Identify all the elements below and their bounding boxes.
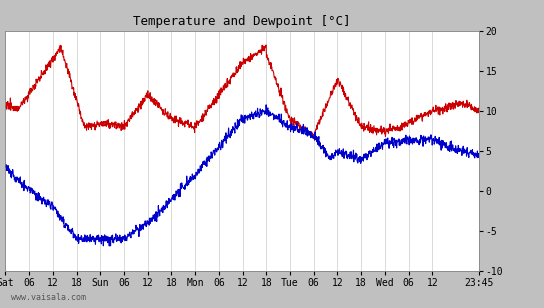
Title: Temperature and Dewpoint [°C]: Temperature and Dewpoint [°C] <box>133 15 351 28</box>
Text: www.vaisala.com: www.vaisala.com <box>11 293 86 302</box>
